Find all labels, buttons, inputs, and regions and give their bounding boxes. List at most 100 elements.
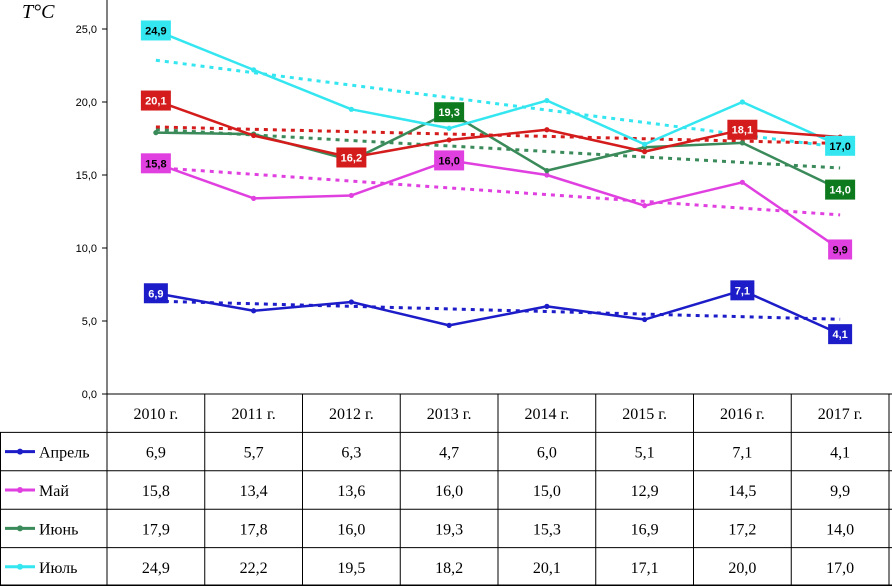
y-tick-label: 20,0 (76, 97, 97, 109)
data-point (446, 125, 452, 131)
data-point (251, 132, 257, 139)
data-label-text: 7,1 (735, 285, 750, 297)
y-tick-label: 10,0 (76, 243, 97, 255)
data-point (544, 127, 550, 133)
category-label: 2013 г. (427, 406, 472, 423)
data-label-text: 17,0 (829, 141, 850, 153)
data-label: 16,0 (434, 150, 465, 171)
table-cell: 22,2 (240, 560, 268, 577)
data-point (446, 137, 452, 143)
category-label: 2011 г. (232, 406, 276, 423)
data-label: 17,0 (825, 135, 856, 156)
table-cell: 17,2 (728, 521, 756, 538)
data-label-text: 16,2 (341, 152, 362, 164)
data-label-box (828, 324, 853, 345)
data-label-box (825, 135, 856, 156)
table-cell: 14,5 (728, 483, 756, 500)
data-label-box (434, 102, 465, 123)
series-line (155, 159, 841, 251)
data-label-box (730, 280, 755, 301)
data-label: 19,3 (434, 102, 465, 123)
table-cell: 20,0 (728, 560, 756, 577)
data-label: 4,1 (828, 324, 853, 345)
legend-marker (17, 525, 23, 532)
category-label: 2015 г. (622, 406, 667, 423)
series-name: Апрель (39, 445, 90, 462)
data-label-text: 16,0 (438, 155, 459, 167)
table-cell: 6,0 (537, 445, 557, 462)
chart-axes: 0,0 5,0 10,0 15,0 20,0 25,0 T°C (22, 0, 108, 401)
category-label: 2010 г. (133, 406, 178, 423)
trendline (155, 58, 841, 149)
table-cell: 13,6 (337, 483, 365, 500)
data-point (642, 316, 648, 323)
table-cell: 5,7 (244, 445, 264, 462)
series-name: Май (39, 483, 69, 500)
table-cell: 12,9 (631, 483, 659, 500)
category-label: 2017 г. (818, 406, 863, 423)
data-label: 7,1 (730, 280, 755, 301)
data-label: 14,0 (825, 179, 856, 200)
table-cell: 13,4 (240, 483, 268, 500)
data-point (446, 322, 452, 328)
data-label-text: 20,1 (145, 96, 166, 108)
legend-marker (17, 448, 23, 455)
legend-marker (17, 563, 23, 570)
data-label-box (336, 147, 367, 168)
data-point (642, 149, 648, 155)
y-tick-label: 5,0 (82, 316, 97, 328)
data-point (544, 97, 550, 104)
data-label-box (727, 119, 758, 140)
legend-marker (17, 487, 23, 493)
data-point (348, 106, 354, 112)
trendline (155, 127, 841, 170)
table-cell: 4,1 (830, 445, 850, 462)
y-tick-label: 15,0 (76, 170, 97, 182)
trendline (155, 166, 841, 217)
table-cell: 7,1 (732, 445, 752, 462)
data-label-text: 24,9 (145, 25, 166, 37)
y-tick-label: 0,0 (82, 389, 97, 401)
table-cell: 16,0 (337, 521, 365, 538)
series-line (155, 29, 841, 147)
data-label-box (143, 283, 168, 304)
data-label: 24,9 (140, 20, 171, 41)
data-label-box (140, 90, 171, 111)
data-label: 6,9 (143, 283, 168, 304)
data-point (251, 308, 257, 314)
data-point (544, 303, 550, 309)
data-point (544, 172, 550, 178)
table-cell: 20,1 (533, 560, 561, 577)
table-cell: 15,0 (533, 483, 561, 500)
table-cell: 16,0 (435, 483, 463, 500)
table-cell: 17,0 (826, 560, 854, 577)
series-name: Июль (39, 560, 77, 577)
data-label-box (828, 239, 853, 260)
data-point (739, 99, 745, 105)
data-label-text: 15,8 (145, 158, 166, 170)
series-line (155, 289, 841, 336)
data-label-box (140, 153, 171, 174)
table-cell: 19,3 (435, 521, 463, 538)
table-cell: 14,0 (826, 521, 854, 538)
data-label-text: 9,9 (832, 244, 847, 256)
data-label: 9,9 (828, 239, 853, 260)
series-name: Июнь (39, 521, 78, 538)
table-cell: 17,1 (631, 560, 659, 577)
series-line (155, 99, 841, 159)
data-label-text: 6,9 (148, 288, 163, 300)
category-label: 2016 г. (720, 406, 765, 423)
data-label-box (140, 20, 171, 41)
table-cell: 5,1 (635, 445, 655, 462)
table-cell: 17,8 (240, 521, 268, 538)
table-cell: 24,9 (142, 560, 170, 577)
data-labels: 6,9 7,1 4,1 15,8 16,0 9,9 19,3 14,0 24,9 17,0 20,1… (140, 20, 856, 345)
table-cell: 16,9 (631, 521, 659, 538)
data-point (544, 168, 550, 174)
data-point (251, 67, 257, 73)
data-label-box (825, 179, 856, 200)
table-cell: 15,8 (142, 483, 170, 500)
data-table: 2010 г. 2011 г. 2012 г. 2013 г. 2014 г. 2015 … (0, 393, 892, 586)
data-label-text: 19,3 (438, 107, 459, 119)
